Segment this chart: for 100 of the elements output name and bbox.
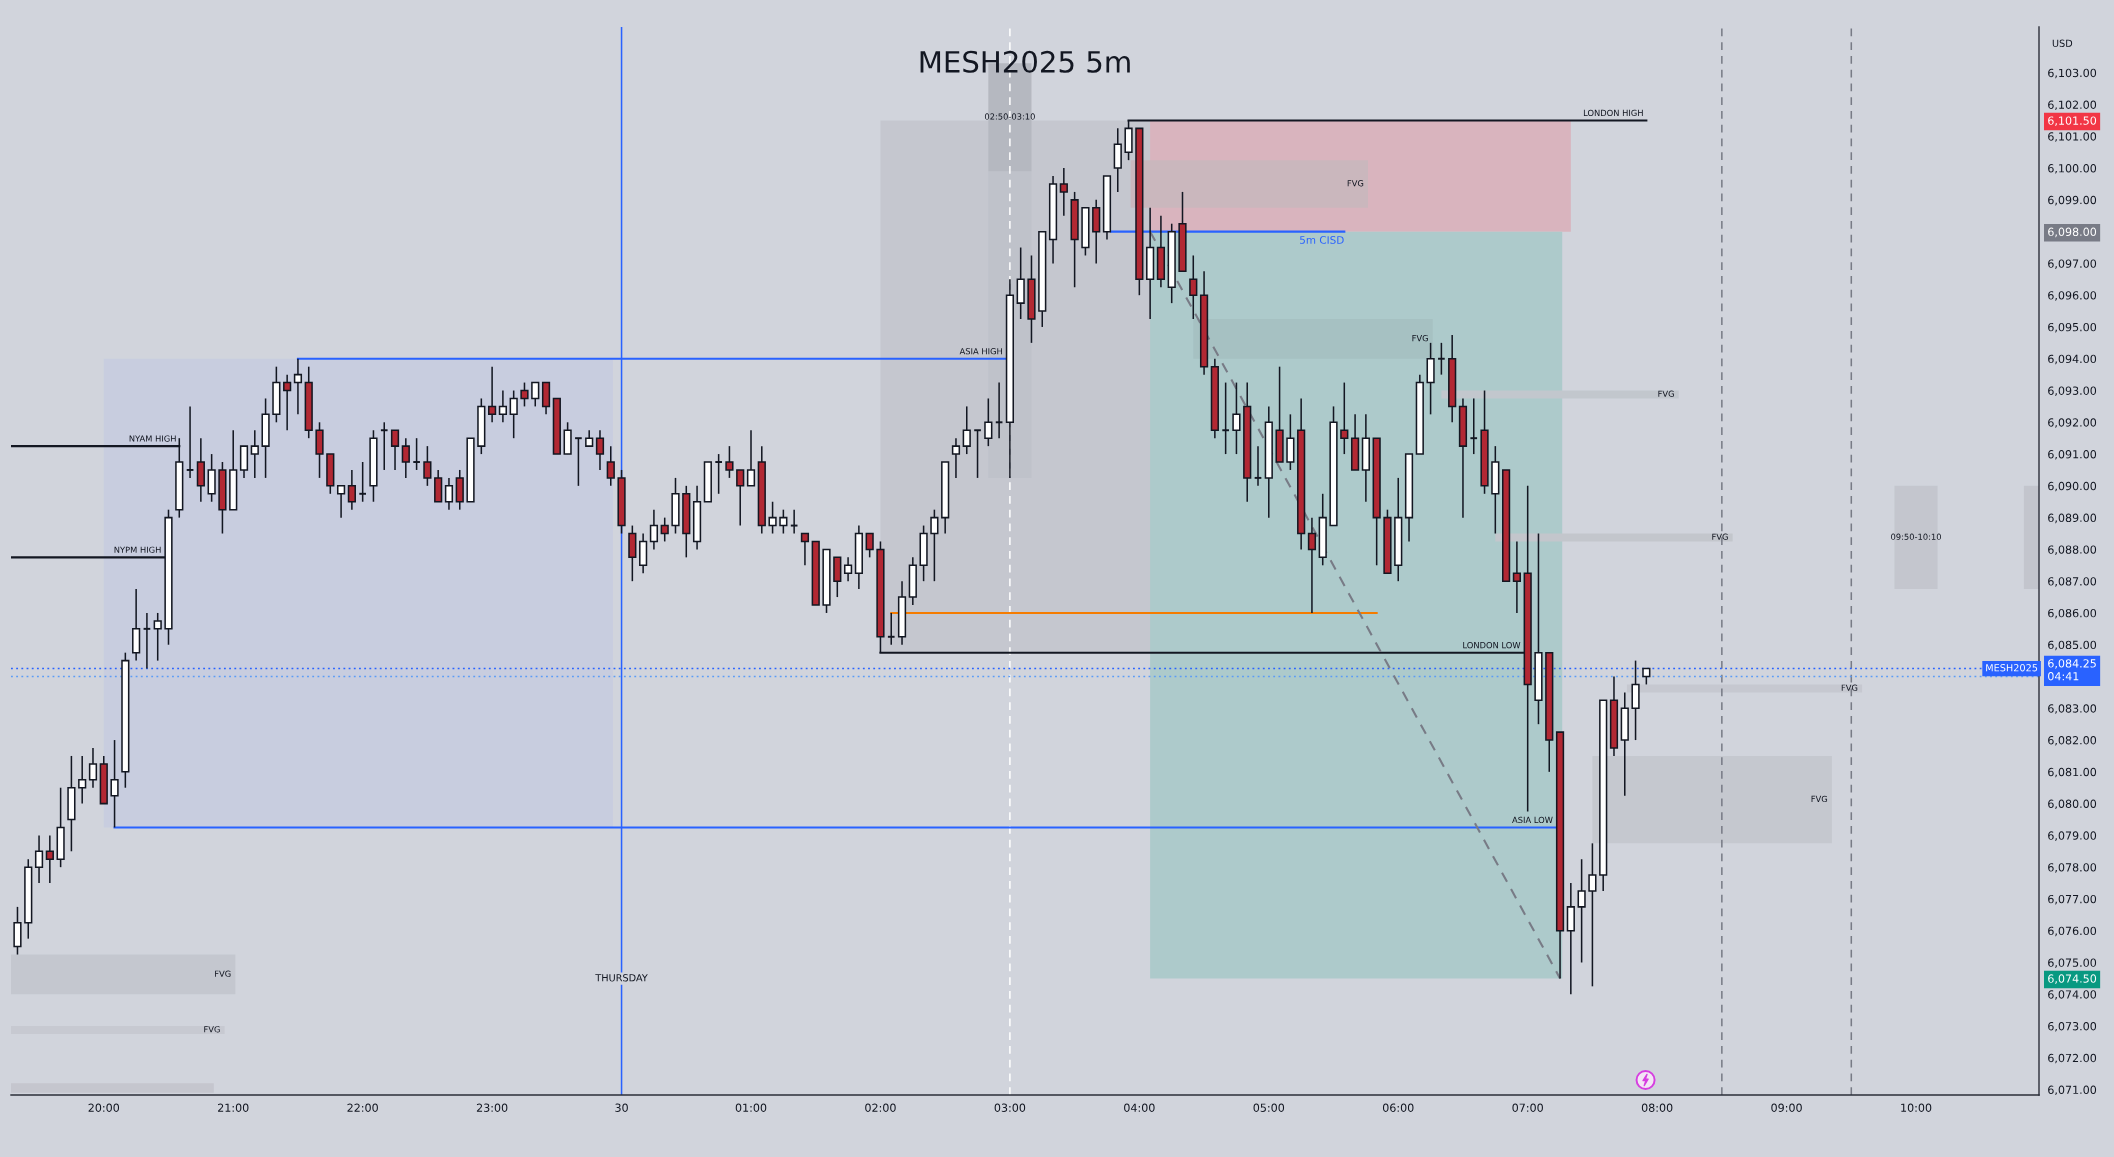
candlestick <box>962 405 971 455</box>
candlestick <box>746 429 756 487</box>
y-tick-label: 6,089.00 <box>2048 513 2097 524</box>
x-tick-label: 23:00 <box>476 1103 508 1112</box>
candlestick <box>283 373 292 432</box>
annotation: FVG <box>1347 180 1364 187</box>
annotation: FVG <box>215 970 231 977</box>
y-tick-label: 6,072.00 <box>2048 1053 2097 1064</box>
y-tick-label: 6,102.00 <box>2048 100 2097 111</box>
y-tick-label: 6,091.00 <box>2048 450 2097 460</box>
x-tick-label: 09:00 <box>1771 1103 1802 1112</box>
x-tick-label: 30 <box>615 1103 628 1112</box>
candlestick <box>1577 858 1586 964</box>
y-tick-label: 6,085.00 <box>2048 640 2097 651</box>
candlestick <box>239 445 249 479</box>
y-tick-label: 6,092.00 <box>2048 418 2097 428</box>
y-tick-label: 6,074.00 <box>2048 990 2097 1000</box>
x-tick-label: 05:00 <box>1253 1103 1285 1112</box>
candlestick <box>1469 397 1479 455</box>
candlestick <box>1016 246 1025 320</box>
x-tick-label: 21:00 <box>218 1103 249 1112</box>
candlestick <box>315 421 324 479</box>
annotation: LONDON HIGH <box>1583 109 1643 117</box>
y-tick-label: 6,093.00 <box>2048 386 2097 397</box>
y-tick-label: 6,086.00 <box>2048 608 2097 619</box>
y2-tick-label: 6,098.00 <box>2048 227 2097 238</box>
candlestick <box>34 834 44 884</box>
candlestick <box>423 445 432 487</box>
candlestick <box>725 445 734 479</box>
candlestick <box>390 429 400 471</box>
annotation: LONDON LOW <box>1463 641 1521 649</box>
y2-tick-label: 6,084.25 04:41 <box>2048 659 2096 681</box>
candlestick <box>1113 127 1122 193</box>
candlestick <box>110 739 119 829</box>
annotation: ASIA LOW <box>1512 816 1553 824</box>
candlestick <box>412 437 421 471</box>
annotation: FVG <box>1811 795 1828 803</box>
candlestick <box>379 421 389 471</box>
candlestick <box>1059 167 1068 217</box>
candlestick <box>498 389 508 424</box>
candlestick <box>250 429 259 479</box>
candlestick <box>207 453 216 503</box>
annotation: NYAM HIGH <box>129 435 176 442</box>
candlestick <box>531 381 540 408</box>
candlestick <box>984 397 993 447</box>
candlestick <box>444 477 454 511</box>
candlestick <box>768 500 777 535</box>
candlestick <box>88 747 98 789</box>
candlestick <box>78 755 87 805</box>
candlestick <box>1426 342 1435 416</box>
x-tick-label: 08:00 <box>1641 1103 1673 1112</box>
candlestick <box>293 357 303 416</box>
candlestick <box>520 381 529 408</box>
candlestick <box>994 381 1004 439</box>
candlestick <box>930 508 939 582</box>
annotation: FVG <box>204 1026 220 1033</box>
candlestick <box>401 437 410 479</box>
annotation: NYPM HIGH <box>114 546 161 553</box>
candlestick <box>1566 882 1575 996</box>
candlestick <box>595 429 605 471</box>
candlestick <box>660 516 669 543</box>
candlestick <box>1286 413 1295 471</box>
y-tick-label: 6,077.00 <box>2048 894 2097 905</box>
y-tick-label: 6,075.00 <box>2048 958 2097 969</box>
candlestick <box>1307 516 1317 614</box>
y2-tick-label: 6,101.50 <box>2048 116 2097 126</box>
candlestick <box>336 485 346 519</box>
y-tick-label: 6,081.00 <box>2048 767 2097 778</box>
candlestick <box>1232 381 1241 455</box>
text: MESH2025 5m <box>920 50 1130 73</box>
y-tick-label: 6,101.00 <box>2048 132 2097 142</box>
candlestick <box>574 437 583 487</box>
candlestick <box>800 532 810 567</box>
y-tick-label: 6,078.00 <box>2048 863 2097 873</box>
candlestick <box>1092 199 1101 265</box>
candlestick <box>714 453 723 495</box>
annotation: 02:50-03:10 <box>984 113 1035 120</box>
y-tick-label: 6,071.00 <box>2048 1085 2097 1096</box>
candlestick <box>196 437 205 503</box>
ref-line-label: THURSDAY <box>595 974 648 982</box>
annotation: FVG <box>1841 684 1858 691</box>
candlestick <box>185 405 195 479</box>
y-tick-label: 6,088.00 <box>2048 545 2097 555</box>
candlestick <box>153 612 162 662</box>
y-tick-label: 6,103.00 <box>2048 68 2097 79</box>
y-tick-label: 6,090.00 <box>2048 481 2097 492</box>
annotation: 09:50-10:10 <box>1891 533 1941 540</box>
x-tick-label: 03:00 <box>994 1103 1026 1112</box>
candlestick <box>1631 659 1640 741</box>
candlestick <box>606 445 615 487</box>
candlestick <box>1512 540 1522 614</box>
candlestick <box>736 469 745 527</box>
candlestick <box>649 508 659 551</box>
y-tick-label: 6,076.00 <box>2048 926 2097 937</box>
annotation: FVG <box>1712 533 1728 540</box>
annotation: FVG <box>1412 335 1428 342</box>
y-tick-label: 6,087.00 <box>2048 577 2097 587</box>
y-tick-label: 6,080.00 <box>2048 799 2097 810</box>
annotation: FVG <box>1658 390 1674 397</box>
series-label: 5m CISD <box>1300 235 1344 244</box>
